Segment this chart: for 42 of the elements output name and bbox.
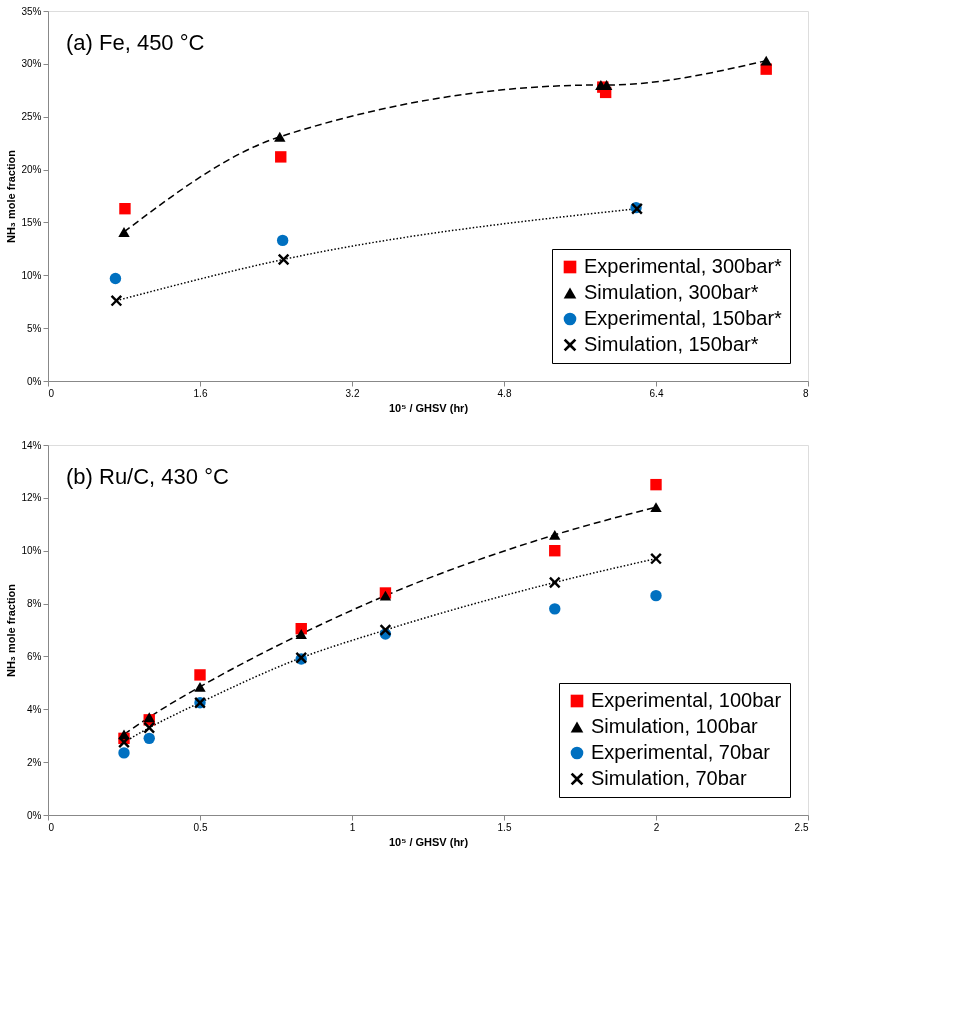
x-tick-label: 0.5	[193, 821, 208, 833]
x-tick-label: 2.5	[794, 821, 809, 833]
y-tick-label: 14%	[21, 439, 42, 451]
legend-label: Experimental, 300bar*	[584, 255, 783, 277]
x-axis-title: 10⁵ / GHSV (hr)	[388, 401, 469, 414]
legend-label: Simulation, 70bar	[591, 767, 747, 789]
y-tick-label: 5%	[27, 322, 42, 334]
y-tick-label: 10%	[21, 269, 42, 281]
y-tick-label: 10%	[21, 545, 42, 557]
x-axis-title: 10⁵ / GHSV (hr)	[388, 835, 469, 848]
y-axis-title: NH₃ mole fraction	[5, 583, 18, 678]
y-tick-label: 20%	[21, 164, 42, 176]
x-tick-label: 6.4	[649, 387, 664, 399]
x-tick-label: 1.6	[193, 387, 208, 399]
x-tick-label: 3.2	[345, 387, 360, 399]
x-tick-label: 1	[349, 821, 356, 833]
y-tick-label: 6%	[27, 650, 42, 662]
y-tick-label: 0%	[27, 809, 42, 821]
y-tick-label: 35%	[21, 5, 42, 17]
legend-label: Experimental, 70bar	[591, 741, 771, 763]
y-tick-label: 30%	[21, 58, 42, 70]
x-tick-label: 4.8	[497, 387, 512, 399]
y-tick-label: 15%	[21, 216, 42, 228]
x-tick-label: 8	[802, 387, 809, 399]
y-tick-label: 0%	[27, 375, 42, 387]
y-tick-label: 8%	[27, 598, 42, 610]
y-tick-label: 12%	[21, 492, 42, 504]
y-axis-title: NH₃ mole fraction	[5, 149, 18, 244]
y-tick-label: 25%	[21, 111, 42, 123]
x-tick-label: 1.5	[497, 821, 512, 833]
legend-label: Experimental, 100bar	[591, 689, 782, 711]
legend-label: Simulation, 300bar*	[584, 281, 759, 303]
x-tick-label: 2	[653, 821, 660, 833]
legend-label: Experimental, 150bar*	[584, 307, 783, 329]
x-tick-label: 0	[48, 387, 55, 399]
annotation: (a) Fe, 450 °C	[66, 30, 205, 55]
y-tick-label: 4%	[27, 703, 42, 715]
annotation: (b) Ru/C, 430 °C	[66, 464, 229, 489]
legend-label: Simulation, 100bar	[591, 715, 759, 737]
legend-label: Simulation, 150bar*	[584, 333, 759, 355]
y-tick-label: 2%	[27, 756, 42, 768]
x-tick-label: 0	[48, 821, 55, 833]
